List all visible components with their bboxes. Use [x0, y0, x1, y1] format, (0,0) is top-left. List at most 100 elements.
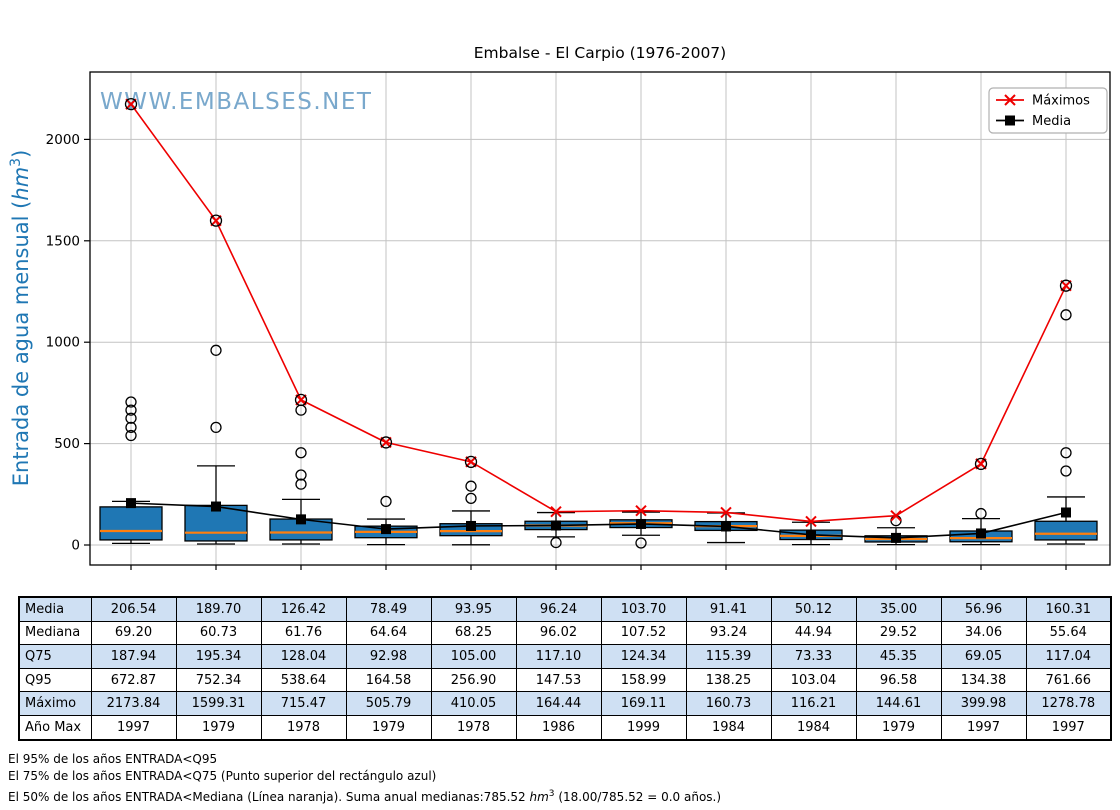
table-cell: 164.58	[345, 667, 432, 693]
table-cell: 93.95	[430, 596, 517, 622]
table-cell: 64.64	[345, 620, 432, 646]
outlier-marker	[210, 421, 222, 434]
table-cell: 117.04	[1025, 644, 1112, 669]
table-row: Media 206.54 189.70 126.42 78.49 93.95 96.24 10…	[18, 596, 1112, 622]
table-cell: 752.34	[175, 667, 262, 693]
boxplot-chart: WWW.EMBALSES.NET 0 500 1000 1500 2000 EneroFeb…	[8, 71, 1111, 570]
table-cell: 134.38	[940, 667, 1027, 693]
table-cell: 78.49	[345, 596, 432, 622]
max-outlier-circle	[379, 436, 393, 449]
row-label: Máximo	[18, 691, 92, 716]
max-outlier-circle	[1059, 279, 1073, 292]
table-cell: 96.02	[515, 620, 602, 646]
table-cell: 126.42	[260, 596, 347, 622]
table-cell: 61.76	[260, 620, 347, 646]
box-rect	[1034, 520, 1098, 541]
table-row: Q75 187.94 195.34 128.04 92.98 105.00 117.10 12…	[18, 644, 1112, 669]
table-cell: 1979	[345, 714, 432, 741]
media-markers	[126, 498, 1071, 543]
outlier-marker	[295, 469, 307, 481]
table-cell: 69.20	[90, 620, 177, 646]
table-cell: 29.52	[855, 620, 942, 646]
table-cell: 1599.31	[175, 691, 262, 716]
outlier-marker	[125, 429, 137, 442]
footnote-mediana-text: El 50% de los años ENTRADA<Mediana (Líne…	[8, 790, 530, 804]
table-row: Año Max 1997 1979 1978 1979 1978 1986 1999 1984 1…	[18, 714, 1112, 741]
table-cell: 147.53	[515, 667, 602, 693]
table-row: Q95 672.87 752.34 538.64 164.58 256.90 147.53 1…	[18, 667, 1112, 693]
table-cell: 138.25	[685, 667, 772, 693]
table-cell: 115.39	[685, 644, 772, 669]
outlier-marker	[210, 344, 222, 356]
outlier-marker	[635, 537, 647, 549]
table-cell: 144.61	[855, 691, 942, 716]
table-cell: 103.04	[770, 667, 857, 693]
row-label: Año Max	[18, 714, 92, 741]
table-cell: 1984	[770, 714, 857, 741]
outlier-marker	[1060, 309, 1072, 321]
footnote-unit: hm	[529, 790, 549, 804]
table-cell: 160.31	[1025, 596, 1112, 622]
table-cell: 93.24	[685, 620, 772, 646]
box-month-4	[439, 480, 503, 546]
table-cell: 169.11	[600, 691, 687, 716]
outlier-marker	[295, 478, 307, 490]
y-tick-label: 500	[54, 436, 80, 452]
table-cell: 187.94	[90, 644, 177, 669]
table-cell: 399.98	[940, 691, 1027, 716]
table-row: Máximo 2173.84 1599.31 715.47 505.79 410.05 16…	[18, 691, 1112, 716]
table-cell: 1986	[515, 714, 602, 741]
table-cell: 73.33	[770, 644, 857, 669]
table-cell: 410.05	[430, 691, 517, 716]
legend-label-maximos: Máximos	[1032, 94, 1090, 109]
table-cell: 68.25	[430, 620, 517, 646]
table-cell: 164.44	[515, 691, 602, 716]
table-cell: 103.70	[600, 596, 687, 622]
row-label: Q75	[18, 644, 92, 669]
table-cell: 1999	[600, 714, 687, 741]
max-outlier-circle	[209, 214, 223, 227]
max-outlier-circle	[124, 97, 138, 111]
legend-label-media: Media	[1032, 114, 1071, 129]
outlier-marker	[125, 412, 137, 424]
row-label: Mediana	[18, 620, 92, 646]
table-cell: 128.04	[260, 644, 347, 669]
y-tick-label: 1000	[46, 335, 80, 351]
outlier-marker	[125, 421, 137, 434]
outlier-marker	[1060, 465, 1072, 477]
table-cell: 69.05	[940, 644, 1027, 669]
footnote-q95-text: El 95% de los años ENTRADA<Q95	[8, 752, 218, 766]
y-tick-label: 0	[71, 538, 80, 554]
gridlines	[90, 72, 1110, 565]
footnote-q95: El 95% de los años ENTRADA<Q95	[8, 752, 217, 766]
media-legend-marker	[1005, 115, 1015, 126]
table-cell: 1997	[1025, 714, 1112, 741]
table-cell: 55.64	[1025, 620, 1112, 646]
table-cell: 96.24	[515, 596, 602, 622]
table-cell: 2173.84	[90, 691, 177, 716]
maximos-line	[130, 103, 1067, 523]
max-outlier-circle	[974, 457, 988, 471]
footnote-q75: El 75% de los años ENTRADA<Q75 (Punto su…	[8, 769, 436, 783]
table-cell: 107.52	[600, 620, 687, 646]
outlier-marker	[465, 492, 477, 505]
table-cell: 158.99	[600, 667, 687, 693]
table-cell: 35.00	[855, 596, 942, 622]
table-cell: 1979	[175, 714, 262, 741]
table-cell: 195.34	[175, 644, 262, 669]
table-cell: 50.12	[770, 596, 857, 622]
table-cell: 116.21	[770, 691, 857, 716]
box-month-0	[99, 396, 163, 545]
max-outlier-circle	[294, 393, 308, 407]
media-line	[130, 502, 1067, 539]
y-axis-label: Entrada de agua mensual (hm3)	[8, 150, 33, 487]
outlier-marker	[380, 495, 392, 508]
y-axis-ticks: 0 500 1000 1500 2000	[46, 132, 90, 554]
table-cell: 1978	[260, 714, 347, 741]
y-tick-label: 2000	[46, 132, 80, 148]
table-cell: 1979	[855, 714, 942, 741]
table-cell: 1278.78	[1025, 691, 1112, 716]
y-tick-label: 1500	[46, 233, 80, 249]
outlier-marker	[975, 507, 987, 520]
outlier-marker	[125, 396, 137, 408]
